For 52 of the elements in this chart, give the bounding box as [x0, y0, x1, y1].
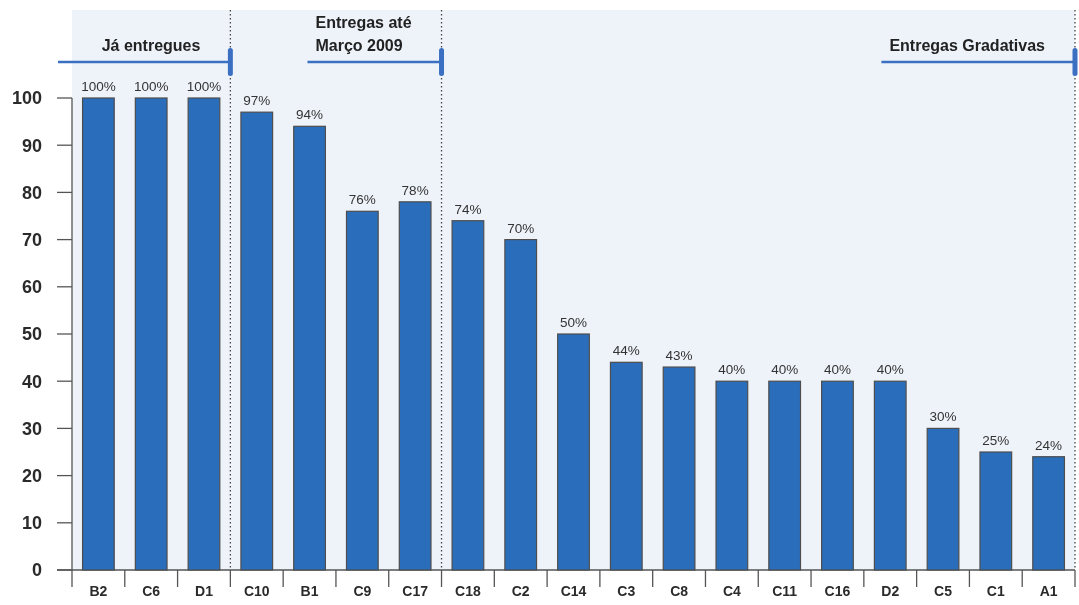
data-label: 100% — [133, 79, 169, 94]
x-tick-label: D2 — [881, 583, 900, 599]
band-label: Já entregues — [101, 37, 201, 54]
x-tick-label: C2 — [511, 583, 530, 599]
data-label: 40% — [771, 362, 799, 378]
data-label: 97% — [243, 93, 271, 109]
data-label: 25% — [982, 433, 1010, 448]
data-label: 100% — [186, 79, 222, 94]
y-tick-label: 70 — [21, 229, 42, 250]
y-tick-label: 0 — [31, 560, 42, 581]
x-tick-label: C5 — [934, 583, 953, 599]
data-label: 30% — [929, 409, 957, 425]
x-tick-label: C16 — [824, 583, 851, 599]
x-tick-label: B2 — [89, 583, 108, 599]
y-tick-label: 30 — [21, 418, 42, 439]
data-label: 76% — [348, 192, 376, 208]
x-tick-label: C1 — [986, 583, 1005, 599]
y-tick-label: 20 — [21, 465, 42, 486]
data-label: 78% — [401, 182, 429, 198]
x-tick-label: D1 — [195, 583, 214, 599]
x-tick-label: B1 — [300, 583, 319, 599]
x-tick-label: C9 — [353, 583, 372, 599]
y-tick-label: 40 — [21, 371, 42, 392]
x-tick-label: C6 — [142, 583, 161, 599]
y-tick-label: 50 — [21, 324, 42, 345]
data-label: 74% — [454, 201, 482, 217]
x-tick-label: A1 — [1039, 583, 1058, 599]
x-tick-label: C17 — [402, 583, 429, 599]
band-label: Entregas Gradativas — [889, 37, 1046, 54]
x-tick-label: C18 — [455, 583, 481, 599]
data-label: 40% — [718, 362, 746, 378]
y-tick-label: 60 — [21, 277, 42, 298]
data-label: 100% — [81, 79, 116, 94]
data-label: 94% — [296, 107, 324, 123]
y-tick-label: 10 — [21, 513, 42, 534]
x-tick-label: C4 — [722, 583, 742, 599]
data-label: 40% — [876, 362, 904, 378]
data-label: 50% — [559, 315, 588, 330]
x-tick-label: C11 — [772, 583, 798, 599]
y-tick-label: 100 — [11, 88, 42, 109]
data-label: 40% — [823, 362, 851, 378]
band-label: Entregas até Março 2009 — [315, 14, 412, 54]
x-tick-label: C3 — [617, 583, 636, 599]
x-tick-label: C14 — [560, 583, 587, 599]
data-label: 43% — [665, 348, 693, 364]
data-label: 44% — [612, 343, 640, 359]
x-tick-label: C10 — [243, 583, 270, 599]
data-label: 70% — [507, 220, 535, 236]
x-tick-label: C8 — [670, 583, 689, 599]
y-tick-label: 90 — [21, 135, 42, 156]
y-tick-label: 80 — [21, 182, 42, 203]
data-label: 24% — [1035, 437, 1063, 453]
